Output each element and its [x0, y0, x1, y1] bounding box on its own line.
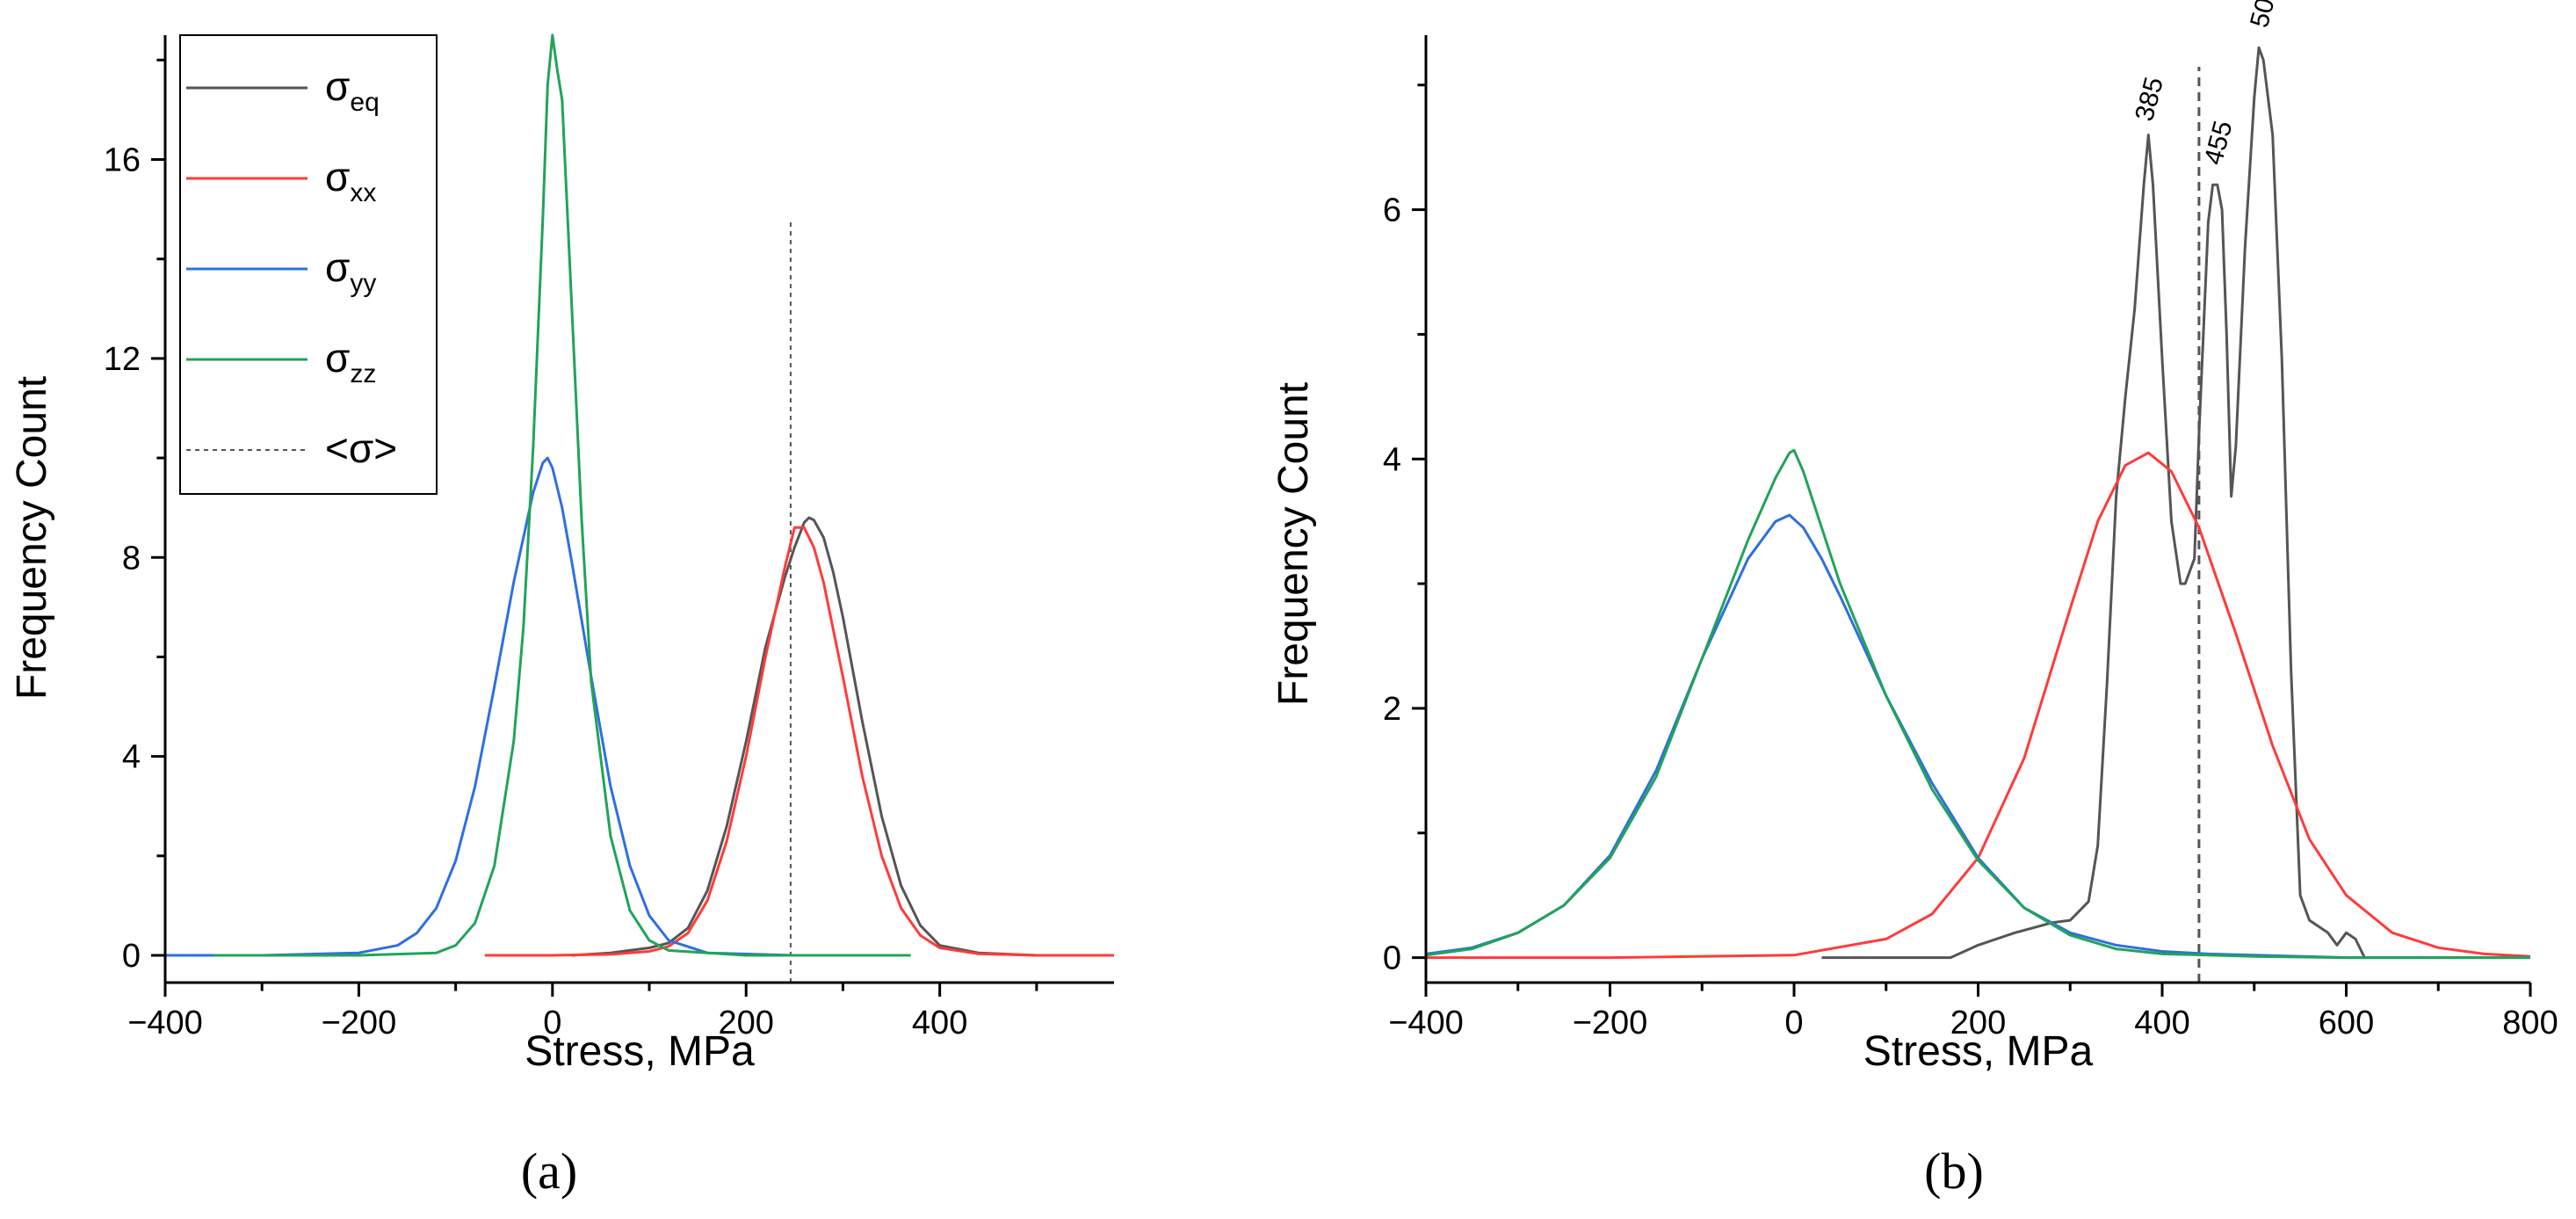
y-tick-label: 2 — [1383, 691, 1401, 728]
series-line-yy — [165, 456, 795, 957]
y-tick-label: 16 — [104, 141, 141, 178]
panel-a-y-axis-title: Frequency Count — [9, 376, 55, 700]
panel-a-legend: σeq σxx σyy σzz <σ> — [179, 34, 438, 495]
panel-a-label: (a) — [521, 1143, 577, 1200]
series-line-yy — [1425, 513, 2530, 960]
series-line-eq — [571, 516, 1095, 957]
legend-label: σxx — [325, 154, 376, 207]
x-tick-label: −400 — [127, 1005, 203, 1041]
y-tick-label: 0 — [1383, 940, 1401, 977]
panel-b-ticks: −400 −200 0 200 400 600 800 0 2 4 6 — [1383, 83, 2558, 1041]
legend-label: σyy — [325, 244, 376, 298]
series-line-xx — [484, 526, 1114, 957]
chart-panel-a: −400 −200 0 200 400 0 4 8 12 16 σeq σxx σyy σzz <σ> S… — [9, 33, 1114, 1200]
panel-a-ticks: −400 −200 0 200 400 0 4 8 12 16 — [104, 58, 1038, 1041]
y-tick-label: 6 — [1383, 192, 1401, 229]
x-tick-label: −400 — [1388, 1005, 1464, 1041]
panel-b-series — [1425, 46, 2531, 983]
x-tick-label: 0 — [1784, 1005, 1803, 1041]
legend-label: σeq — [325, 63, 380, 117]
panel-b-x-axis-title: Stress, MPa — [1863, 1028, 2094, 1075]
panel-b-y-axis-title: Frequency Count — [1270, 382, 1317, 706]
series-line-eq — [1821, 46, 2366, 960]
x-tick-label: 200 — [719, 1005, 774, 1041]
panel-b-axes — [1424, 35, 2530, 984]
y-tick-label: 8 — [122, 540, 141, 577]
x-tick-label: 800 — [2502, 1005, 2558, 1041]
series-line-xx — [1426, 451, 2531, 960]
panel-a-x-axis-title: Stress, MPa — [525, 1028, 755, 1075]
y-tick-label: 4 — [122, 739, 141, 776]
x-tick-label: 200 — [1950, 1005, 2006, 1041]
x-tick-label: 0 — [543, 1005, 561, 1041]
legend-box — [179, 34, 438, 495]
panel-a-axes — [163, 35, 1114, 984]
legend-label: σzz — [325, 335, 376, 388]
series-line-zz — [213, 33, 911, 957]
y-tick-label: 12 — [104, 341, 141, 378]
x-tick-label: 400 — [2134, 1005, 2189, 1041]
y-tick-label: 4 — [1383, 441, 1401, 478]
legend-label: <σ> — [325, 425, 397, 471]
series-line-zz — [1425, 448, 2530, 960]
panel-a-series — [165, 33, 1114, 983]
x-tick-label: −200 — [322, 1005, 397, 1041]
y-tick-label: 0 — [122, 938, 141, 975]
x-tick-label: 600 — [2319, 1005, 2374, 1041]
panel-b-label: (b) — [1924, 1143, 1984, 1200]
x-tick-label: 400 — [912, 1005, 967, 1041]
x-tick-label: −200 — [1573, 1005, 1648, 1041]
